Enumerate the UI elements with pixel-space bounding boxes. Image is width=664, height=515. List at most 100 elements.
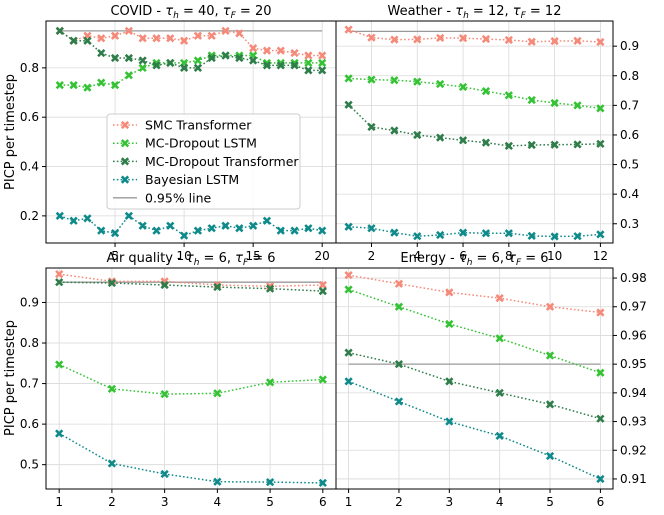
data-point xyxy=(596,37,605,47)
series-line xyxy=(58,432,323,484)
x-tick-label: 1 xyxy=(55,495,63,509)
data-point xyxy=(235,224,244,233)
data-point xyxy=(179,231,189,240)
data-point xyxy=(207,31,216,40)
data-point xyxy=(152,61,161,70)
data-point xyxy=(390,35,399,44)
series-line xyxy=(348,77,601,110)
panel-3: 1 2 3 4 5 6 0.5 0.6 0.7 0.8 0.9 Air quality - τh = … xyxy=(20,251,337,509)
panel-title: Air quality - τh = 6, τF = 6 xyxy=(106,251,275,268)
x-tick-label: 5 xyxy=(546,495,554,509)
data-point xyxy=(436,79,445,89)
data-point xyxy=(573,140,582,149)
legend-item: 0.95% line xyxy=(113,190,212,205)
data-point xyxy=(179,63,189,72)
data-point xyxy=(138,34,147,43)
legend-marker xyxy=(120,175,130,184)
series-line xyxy=(59,30,323,72)
data-point xyxy=(249,44,258,53)
data-point xyxy=(344,285,353,294)
legend-label: MC-Dropout LSTM xyxy=(145,136,257,151)
data-point xyxy=(262,46,272,55)
data-point xyxy=(318,478,327,488)
data-point xyxy=(495,294,504,303)
data-point xyxy=(276,46,285,55)
data-point xyxy=(318,51,327,60)
data-point xyxy=(394,279,404,288)
x-tick-label: 6 xyxy=(597,495,605,509)
legend-marker xyxy=(120,120,130,130)
data-point xyxy=(207,53,216,63)
data-point xyxy=(221,26,230,35)
data-point xyxy=(573,36,582,45)
y-tick-label: 0.93 xyxy=(620,415,647,429)
x-tick-label: 8 xyxy=(505,249,513,263)
x-tick-label: 3 xyxy=(161,495,169,509)
data-point xyxy=(445,377,454,386)
data-point xyxy=(596,230,605,239)
data-point xyxy=(193,63,203,72)
y-tick-label: 0.8 xyxy=(20,336,39,350)
data-point xyxy=(596,474,605,484)
data-point xyxy=(495,431,504,441)
legend-label: MC-Dropout Transformer xyxy=(145,154,299,169)
data-point xyxy=(318,66,327,75)
grid xyxy=(46,268,336,489)
series-mc-dropout-transformer xyxy=(344,348,605,423)
data-point xyxy=(344,377,353,386)
data-point xyxy=(344,222,353,231)
x-tick-label: 5 xyxy=(111,249,119,263)
series-mc-dropout-transformer xyxy=(55,26,327,75)
series-smc-transformer xyxy=(55,26,327,60)
data-point xyxy=(107,278,117,288)
y-tick-label: 0.92 xyxy=(620,443,647,457)
y-tick-label: 0.4 xyxy=(20,160,39,174)
data-point xyxy=(249,221,258,230)
data-point xyxy=(221,51,230,60)
data-point xyxy=(527,140,536,150)
y-tick-label: 0.6 xyxy=(620,128,639,142)
data-point xyxy=(213,477,222,486)
x-tick-label: 5 xyxy=(266,495,274,509)
data-point xyxy=(445,417,454,426)
y-tick-label: 0.94 xyxy=(620,386,647,400)
data-point xyxy=(596,414,605,423)
data-point xyxy=(69,81,78,90)
data-point xyxy=(504,35,513,45)
data-point xyxy=(413,130,422,140)
data-point xyxy=(262,216,272,225)
data-point xyxy=(550,98,559,108)
y-tick-label: 0.3 xyxy=(620,217,639,231)
x-tick-label: 1 xyxy=(345,495,353,509)
series-smc-transformer xyxy=(55,269,327,291)
data-point xyxy=(481,34,491,44)
data-point xyxy=(97,34,106,43)
axes-frame xyxy=(335,267,614,490)
data-point xyxy=(83,83,92,92)
data-point xyxy=(304,51,313,60)
data-point xyxy=(545,451,555,461)
data-point xyxy=(573,101,582,110)
data-point xyxy=(124,211,133,220)
axes-frame xyxy=(45,267,337,490)
series-mc-dropout-transformer xyxy=(55,278,327,296)
data-point xyxy=(235,53,244,63)
series-smc-transformer xyxy=(344,271,605,317)
legend-item: MC-Dropout LSTM xyxy=(113,136,257,151)
x-tick-label: 6 xyxy=(319,495,327,509)
y-tick-label: 0.6 xyxy=(20,110,39,124)
y-tick-label: 0.7 xyxy=(620,98,639,112)
data-point xyxy=(265,378,275,387)
data-point xyxy=(166,58,175,68)
data-point xyxy=(110,53,120,63)
series-smc-transformer xyxy=(344,25,605,47)
data-point xyxy=(458,34,468,43)
data-point xyxy=(445,319,454,329)
data-point xyxy=(367,75,376,84)
data-point xyxy=(213,389,222,398)
y-tick-label: 0.8 xyxy=(20,61,39,75)
data-point xyxy=(550,232,559,241)
data-point xyxy=(344,271,353,280)
data-point xyxy=(124,26,133,35)
data-point xyxy=(344,348,353,357)
